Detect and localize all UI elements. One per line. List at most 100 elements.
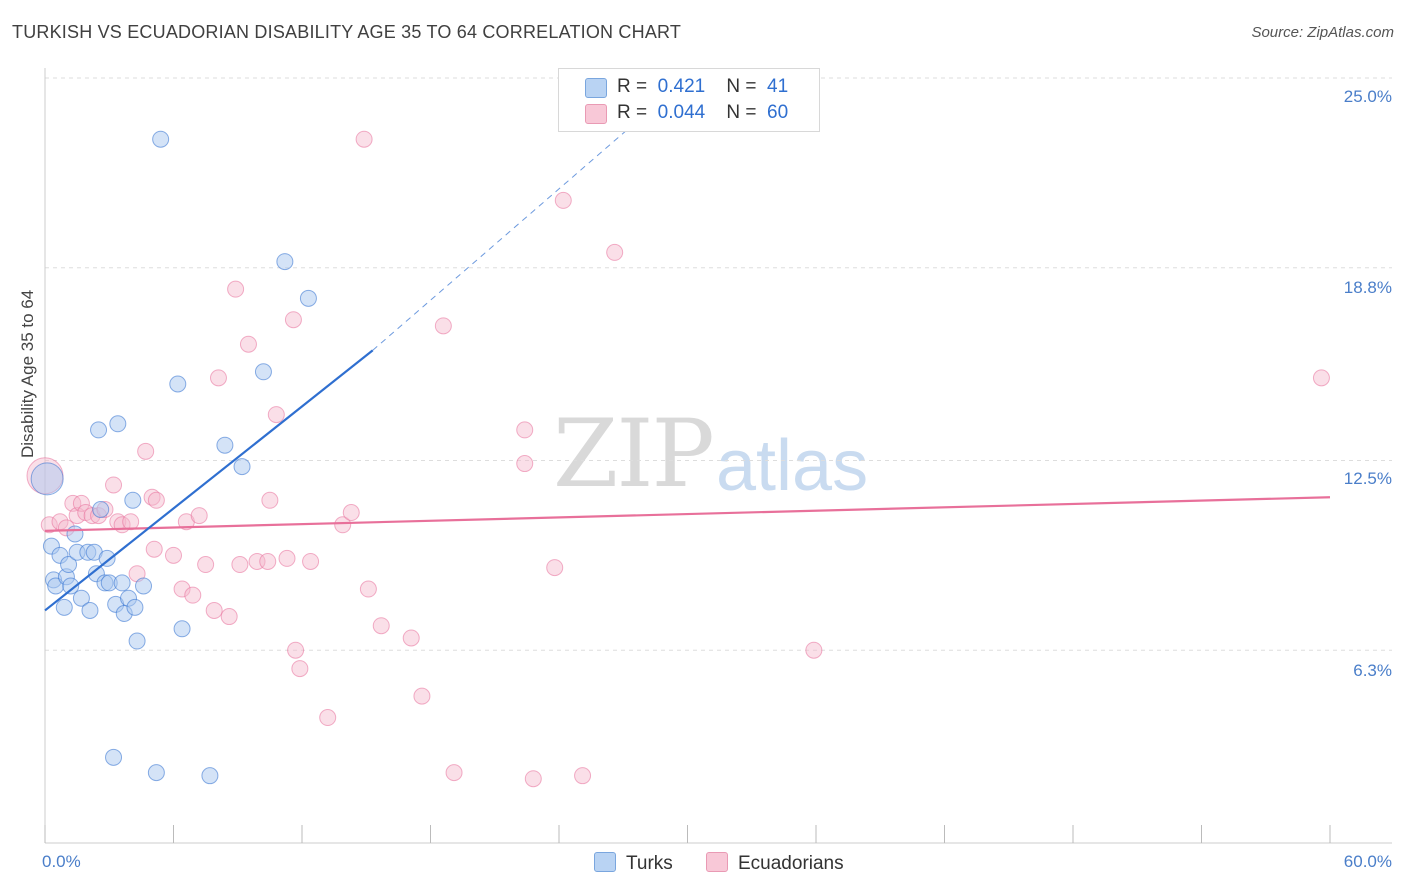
ecuadorian-point <box>197 556 215 574</box>
turk-point <box>124 491 142 509</box>
turk-point <box>169 375 187 393</box>
turk-point <box>66 525 84 543</box>
turk-point <box>135 577 153 595</box>
ecuadorian-point <box>372 617 390 635</box>
ecuadorian-point <box>355 130 373 148</box>
ecuadorian-point <box>334 516 352 534</box>
legend-r-value: 0.044 <box>657 102 706 123</box>
ecuadorian-point <box>278 549 296 567</box>
ecuadorian-point <box>319 709 337 727</box>
ecuadorian-point <box>342 504 360 522</box>
ecuadorian-point <box>434 317 452 335</box>
turk-point <box>216 436 234 454</box>
legend-swatch-blue <box>585 78 607 98</box>
turk-point <box>105 748 123 766</box>
ecuadorian-point <box>145 540 163 558</box>
ecuadorian-point <box>105 476 123 494</box>
watermark-zip: ZIP <box>553 400 715 509</box>
turk-point <box>299 289 317 307</box>
ecuadorian-point <box>122 513 140 531</box>
ecuadorian-point <box>359 580 377 598</box>
ecuadorian-point <box>190 507 208 525</box>
ecuadorian-point <box>40 516 58 534</box>
ecuadorian-trendline <box>44 496 1331 532</box>
turk-point <box>81 601 99 619</box>
y-axis-label: Disability Age 35 to 64 <box>18 289 37 458</box>
ecuadorian-point <box>173 580 191 598</box>
x-tick-label: 60.0% <box>1343 852 1392 871</box>
legend-n-value: 60 <box>767 102 789 123</box>
bottom-legend-ecuadorians: Ecuadorians <box>706 852 844 875</box>
turk-point <box>60 556 78 574</box>
ecuadorian-point <box>291 660 309 678</box>
turk-point <box>128 632 146 650</box>
ecuadorian-point <box>516 455 534 473</box>
turk-point <box>109 415 127 433</box>
watermark-atlas: atlas <box>716 426 869 506</box>
turk-point <box>92 500 110 518</box>
legend-swatch-blue <box>594 852 616 872</box>
turk-point <box>201 767 219 785</box>
ecuadorian-point <box>267 406 285 424</box>
turk-point <box>90 421 108 439</box>
ecuadorian-point <box>284 311 302 329</box>
ecuadorian-point <box>402 629 420 647</box>
ecuadorian-point <box>516 421 534 439</box>
ecuadorian-point <box>546 559 564 577</box>
legend-r-label: R = <box>617 76 648 97</box>
ecuadorian-point <box>445 764 463 782</box>
turk-point <box>113 574 131 592</box>
y-tick-label: 18.8% <box>1343 278 1392 297</box>
correlation-legend: R = 0.421 N = 41 R = 0.044 N = 60 <box>558 68 820 132</box>
ecuadorian-point <box>209 369 227 387</box>
ecuadorian-point <box>413 687 431 705</box>
chart-title: TURKISH VS ECUADORIAN DISABILITY AGE 35 … <box>12 22 682 42</box>
y-tick-label: 12.5% <box>1343 469 1392 488</box>
turk-trendline-extension <box>372 123 635 351</box>
turk-point <box>152 130 170 148</box>
bottom-legend-turks: Turks <box>594 852 673 875</box>
turk-point <box>173 620 191 638</box>
ecuadorian-point <box>137 442 155 460</box>
y-tick-label: 6.3% <box>1353 661 1392 680</box>
ecuadorian-point <box>287 641 305 659</box>
legend-r-value: 0.421 <box>657 76 706 97</box>
turk-point <box>126 598 144 616</box>
ecuadorian-point <box>606 243 624 261</box>
legend-r-label: R = <box>617 102 648 123</box>
turk-point <box>254 363 272 381</box>
ecuadorian-point <box>165 546 182 564</box>
ecuadorian-point <box>805 641 823 659</box>
ecuadorian-point <box>184 586 202 604</box>
ecuadorian-point <box>302 552 320 570</box>
y-tick-label: 25.0% <box>1343 87 1392 106</box>
ecuadorian-point <box>524 770 542 788</box>
legend-n-value: 41 <box>767 76 789 97</box>
ecuadorian-point <box>261 491 279 509</box>
source-label: Source: ZipAtlas.com <box>1251 24 1394 41</box>
ecuadorian-point <box>147 491 165 509</box>
ecuadorian-point <box>231 556 249 574</box>
ecuadorian-point <box>72 494 90 512</box>
ecuadorian-point <box>1312 369 1330 387</box>
ecuadorian-point <box>574 767 592 785</box>
legend-swatch-pink <box>706 852 728 872</box>
turk-point <box>72 589 90 607</box>
turk-point <box>98 549 116 567</box>
x-tick-label: 0.0% <box>42 852 81 871</box>
ecuadorian-point <box>554 191 572 209</box>
legend-swatch-pink <box>585 104 607 124</box>
legend-n-label: N = <box>726 76 757 97</box>
turk-point <box>30 462 64 496</box>
turk-point <box>276 253 294 271</box>
turk-point <box>233 458 251 476</box>
turk-trendline <box>44 349 374 612</box>
ecuadorian-point <box>259 552 277 570</box>
legend-label-turks: Turks <box>626 853 673 874</box>
ecuadorian-point <box>205 601 223 619</box>
ecuadorian-point <box>239 335 257 353</box>
turk-point <box>62 577 80 595</box>
legend-n-label: N = <box>726 102 757 123</box>
turk-point <box>55 598 73 616</box>
